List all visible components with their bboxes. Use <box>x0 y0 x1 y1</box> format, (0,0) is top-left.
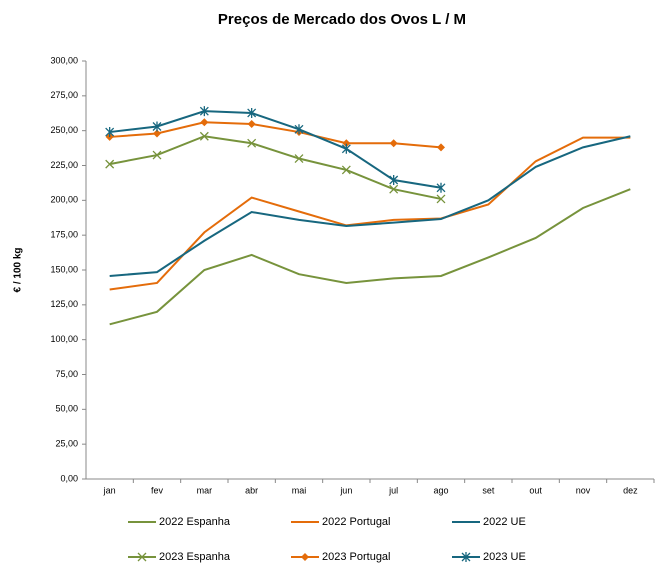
point-marker <box>389 174 399 185</box>
x-tick-label: dez <box>623 485 638 495</box>
point-marker <box>437 143 445 152</box>
y-tick-label: 225,00 <box>50 160 78 170</box>
chart-title: Preços de Mercado dos Ovos L / M <box>218 11 466 28</box>
point-marker <box>105 127 115 138</box>
y-tick-label: 75,00 <box>55 369 78 379</box>
legend-label: 2023 Portugal <box>322 551 391 563</box>
point-marker <box>152 150 162 160</box>
point-marker <box>199 131 209 141</box>
point-marker <box>389 139 398 148</box>
series-line <box>109 121 442 149</box>
series-line <box>109 135 442 200</box>
x-tick-label: abr <box>245 485 258 495</box>
y-tick-label: 200,00 <box>50 195 78 205</box>
x-tick-label: set <box>482 485 495 495</box>
legend-item: 2023 Espanha <box>128 551 231 563</box>
point-marker <box>247 119 256 128</box>
y-tick-label: 25,00 <box>55 439 78 449</box>
y-tick-label: 50,00 <box>55 404 78 414</box>
legend-item: 2023 Portugal <box>291 551 391 563</box>
x-tick-label: mar <box>197 485 213 495</box>
point-marker <box>247 138 257 148</box>
point-marker <box>247 107 257 118</box>
legend-item: 2022 Espanha <box>128 516 231 528</box>
point-marker <box>152 121 162 132</box>
y-tick-label: 100,00 <box>50 334 78 344</box>
x-tick-label: jan <box>103 485 116 495</box>
point-marker <box>341 165 351 175</box>
legend-item: 2022 Portugal <box>291 516 391 528</box>
x-tick-label: ago <box>433 485 448 495</box>
point-marker <box>436 194 446 204</box>
point-marker <box>200 118 209 127</box>
y-tick-label: 275,00 <box>50 90 78 100</box>
point-marker <box>436 182 446 193</box>
series-line <box>109 136 631 291</box>
legend-marker <box>461 552 471 562</box>
legend-label: 2022 Espanha <box>159 516 231 528</box>
series-line <box>109 188 631 326</box>
legend-label: 2023 UE <box>483 551 526 563</box>
y-tick-label: 300,00 <box>50 55 78 65</box>
y-axis-label: € / 100 kg <box>13 247 24 292</box>
point-marker <box>341 143 351 154</box>
y-tick-label: 0,00 <box>60 473 78 483</box>
y-tick-label: 125,00 <box>50 299 78 309</box>
x-tick-label: jul <box>388 485 398 495</box>
point-marker <box>294 154 304 163</box>
x-tick-label: jun <box>339 485 352 495</box>
y-tick-label: 175,00 <box>50 230 78 240</box>
point-marker <box>342 139 351 148</box>
x-tick-label: fev <box>151 485 164 495</box>
point-marker <box>389 184 399 194</box>
legend-marker <box>137 552 147 562</box>
x-tick-label: out <box>529 485 542 495</box>
point-marker <box>105 159 115 169</box>
point-marker <box>153 129 161 138</box>
point-marker <box>199 106 209 117</box>
legend-label: 2022 UE <box>483 516 526 528</box>
point-marker <box>294 124 304 135</box>
x-tick-label: mai <box>292 485 307 495</box>
x-tick-label: nov <box>576 485 591 495</box>
series-line <box>109 110 442 189</box>
legend-label: 2023 Espanha <box>159 551 231 563</box>
legend-marker <box>301 553 309 561</box>
legend-item: 2023 UE <box>452 551 526 563</box>
y-tick-label: 150,00 <box>50 264 78 274</box>
y-tick-label: 250,00 <box>50 125 78 135</box>
series-line <box>109 135 631 277</box>
legend-item: 2022 UE <box>452 516 526 528</box>
legend-label: 2022 Portugal <box>322 516 391 528</box>
